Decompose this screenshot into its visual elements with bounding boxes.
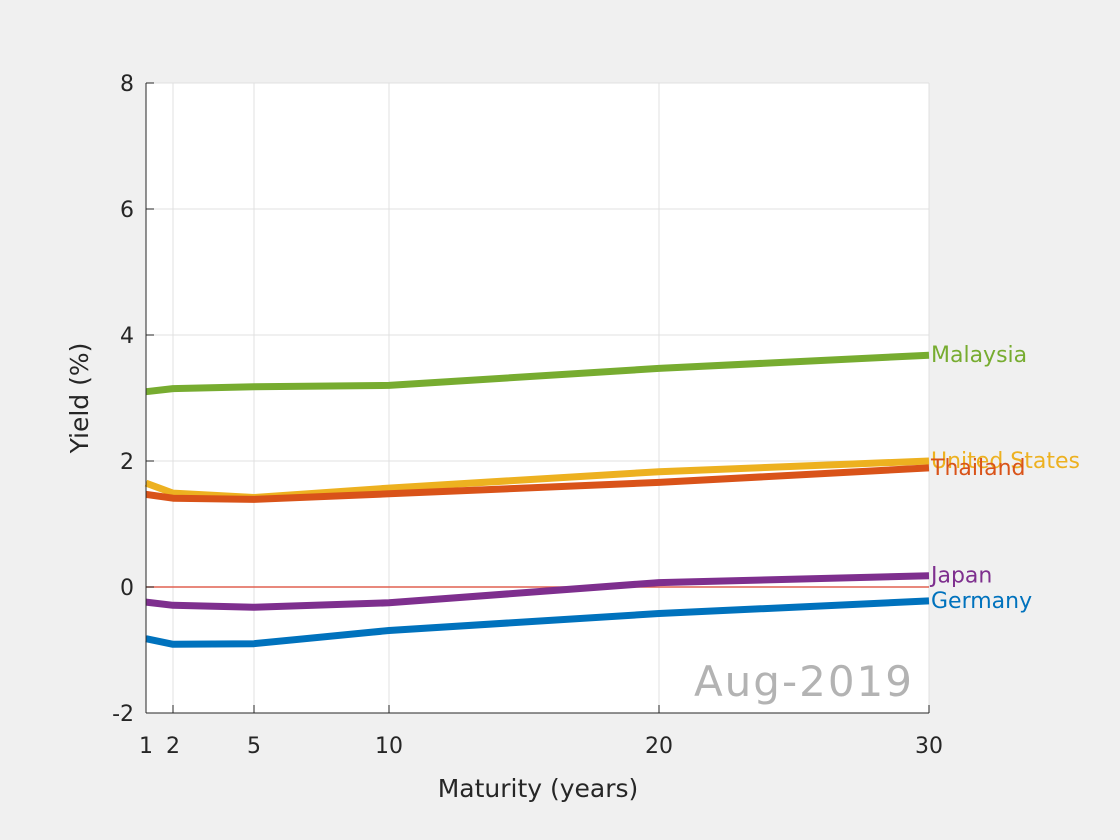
series-line-united-states: [144, 457, 930, 501]
x-tick-label: 5: [247, 734, 261, 759]
annotation-date: Aug-2019: [694, 657, 914, 706]
series-line-malaysia: [145, 351, 930, 396]
x-tick-label: 20: [645, 734, 673, 759]
series-label-malaysia: Malaysia: [931, 343, 1027, 368]
series-lines: [144, 351, 930, 648]
series-label-united-states: United States: [931, 449, 1080, 474]
series-label-germany: Germany: [931, 589, 1032, 614]
y-tick-label: -2: [112, 702, 134, 727]
x-tick-label: 2: [166, 734, 180, 759]
y-tick-label: 4: [120, 324, 134, 349]
series-line-germany: [145, 597, 930, 648]
x-tick-label: 1: [139, 734, 153, 759]
y-tick-label: 6: [120, 198, 134, 223]
x-tick-label: 30: [915, 734, 943, 759]
y-tick-label: 0: [120, 576, 134, 601]
series-label-thailand: Thailand: [930, 456, 1025, 481]
series-line-thailand: [145, 464, 930, 503]
x-axis-label: Maturity (years): [438, 774, 639, 803]
x-tick-label: 10: [375, 734, 403, 759]
y-tick-label: 8: [120, 72, 134, 97]
y-tick-label: 2: [120, 450, 134, 475]
axes: [145, 82, 930, 714]
series-label-japan: Japan: [929, 564, 992, 589]
series-line-japan: [145, 572, 930, 611]
y-axis-label: Yield (%): [65, 343, 94, 455]
